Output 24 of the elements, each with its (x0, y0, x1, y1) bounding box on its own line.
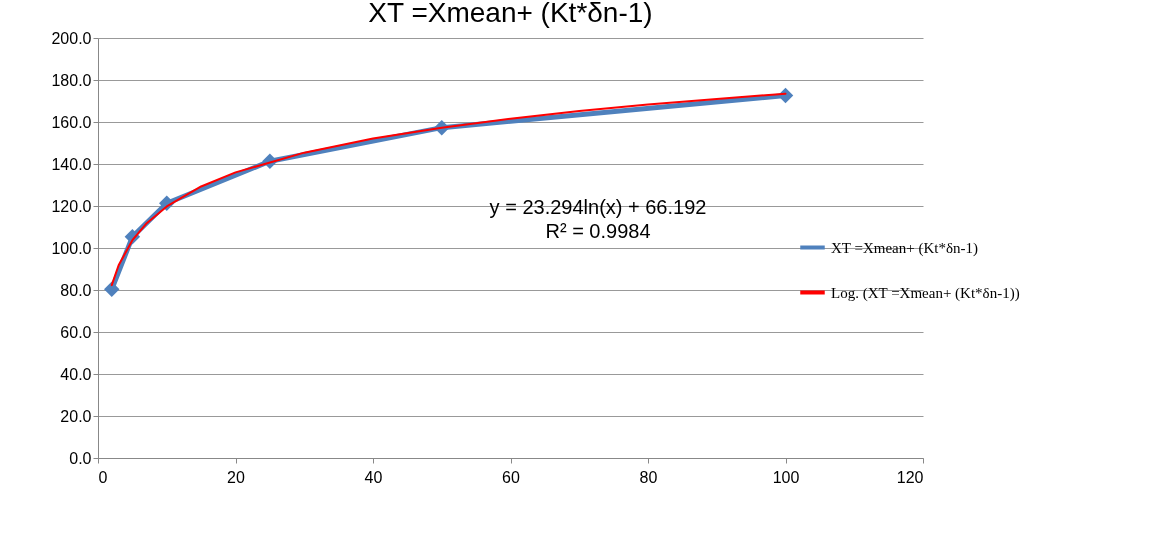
x-tick-label: 60 (502, 468, 520, 486)
y-tick-label: 80.0 (60, 281, 92, 299)
y-tick-label: 0.0 (69, 449, 92, 467)
x-tick-label: 0 (98, 468, 108, 486)
y-tick-label: 100.0 (51, 239, 92, 257)
y-tick-label: 160.0 (51, 113, 92, 131)
point (104, 281, 120, 298)
x-tick-label: 80 (639, 468, 658, 486)
annotation: R² = 0.9984 (545, 220, 651, 242)
y-tick-label: 120.0 (51, 197, 92, 215)
chart-title: XT =Xmean+ (Kt*δn-1) (368, 0, 653, 28)
legend-label: XT =Xmean+ (Kt*δn-1) (831, 239, 979, 257)
y-tick-label: 180.0 (51, 71, 92, 89)
x-tick-label: 100 (772, 468, 800, 486)
y-tick-label: 20.0 (60, 407, 92, 425)
y-tick-label: 40.0 (60, 365, 92, 383)
y-tick-label: 200.0 (51, 29, 92, 47)
annotation: y = 23.294ln(x) + 66.192 (489, 196, 707, 218)
y-tick-label: 60.0 (60, 323, 92, 341)
legend-label: Log. (XT =Xmean+ (Kt*δn-1)) (831, 284, 1020, 302)
x-tick-label: 20 (227, 468, 245, 486)
x-tick-label: 40 (364, 468, 383, 486)
y-tick-label: 140.0 (51, 155, 92, 173)
x-tick-label: 120 (896, 468, 924, 486)
